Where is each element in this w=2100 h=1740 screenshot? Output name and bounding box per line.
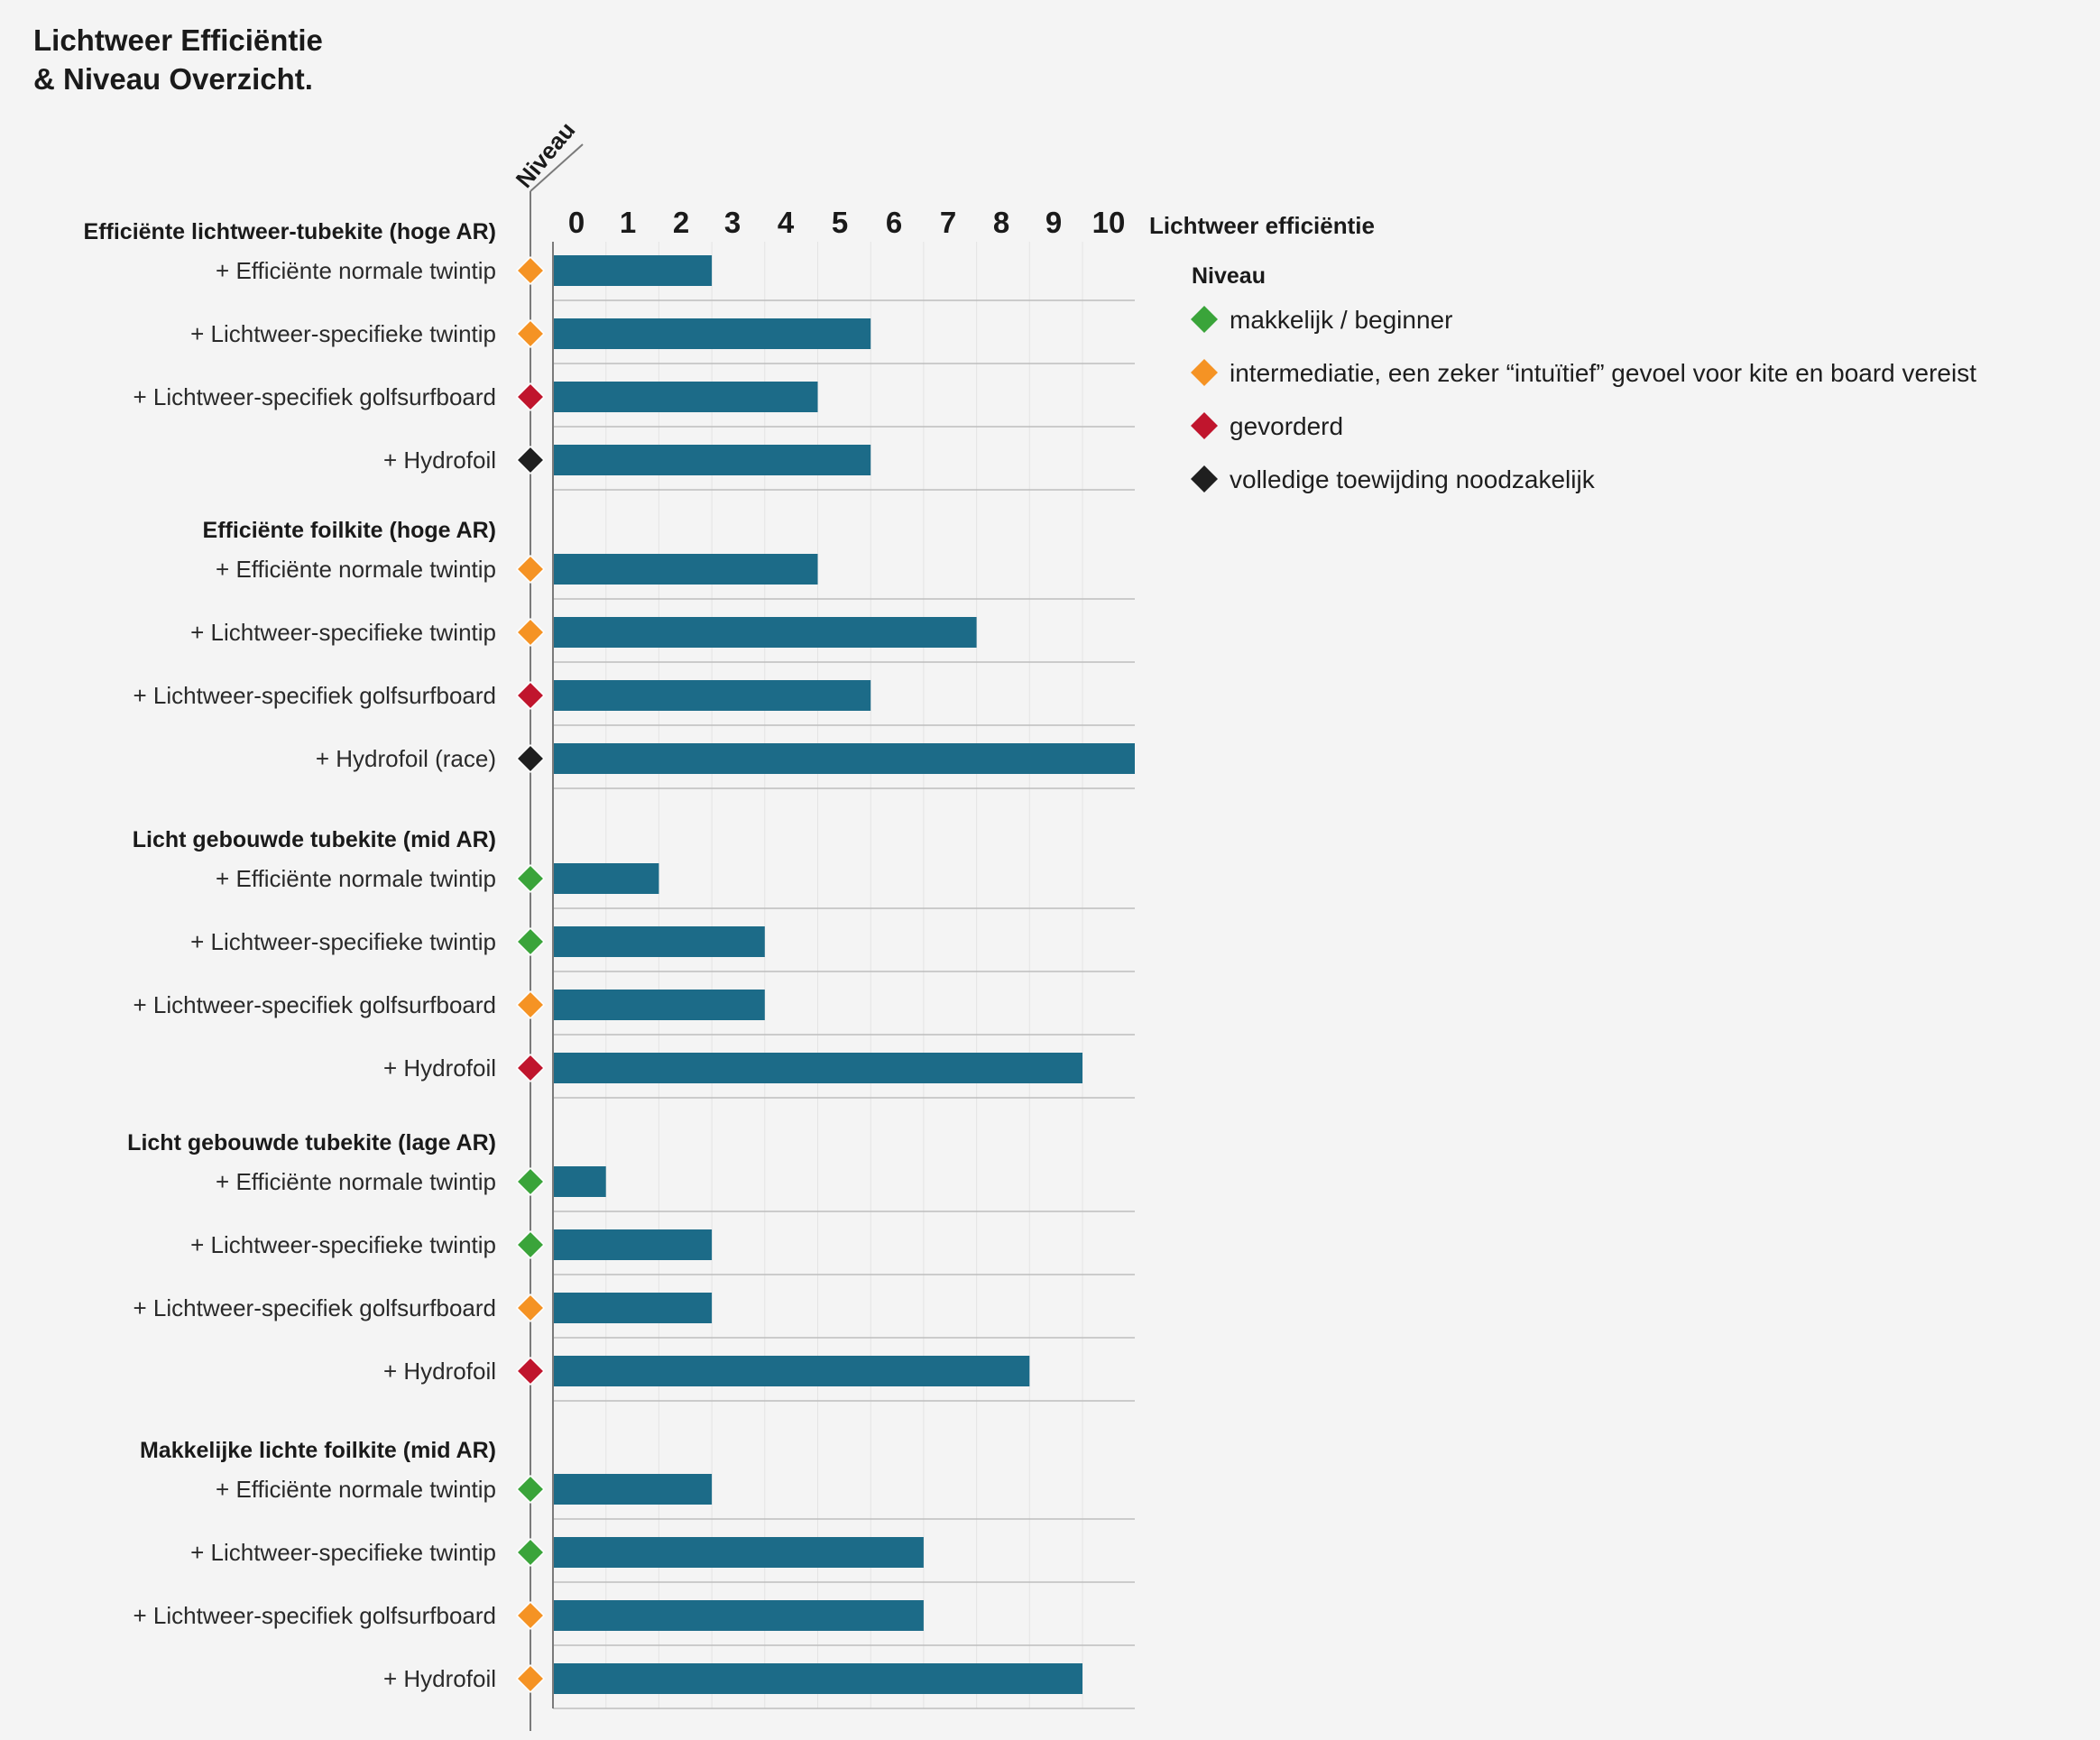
bar [553,990,765,1020]
bar [553,554,818,585]
bar [553,1166,606,1197]
bar [553,743,1135,774]
legend-diamond-icon [1191,465,1218,493]
grid-layer [552,242,1135,1709]
row-label: + Lichtweer-specifieke twintip [190,320,496,347]
level-diamond-icon [515,680,546,711]
x-tick-label: 1 [620,206,636,239]
row-label: + Hydrofoil [383,447,496,474]
level-diamond-icon [515,617,546,648]
row-label: + Lichtweer-specifieke twintip [190,619,496,646]
level-diamond-icon [515,554,546,585]
row-label: + Efficiënte normale twintip [216,1168,496,1195]
level-diamond-icon [515,1474,546,1505]
level-diamond-icon [515,255,546,286]
x-tick-label: 5 [832,206,848,239]
row-label: + Efficiënte normale twintip [216,1476,496,1503]
level-diamond-icon [515,382,546,412]
level-diamond-icon [515,1293,546,1323]
bar [553,1537,924,1568]
bar [553,255,713,286]
x-tick-label: 10 [1092,206,1126,239]
legend-label: makkelijk / beginner [1230,306,1452,334]
level-diamond-icon [515,1663,546,1694]
level-diamond-icon [515,318,546,349]
chart-title-line-1: Lichtweer Efficiëntie [33,23,323,57]
row-label: + Efficiënte normale twintip [216,865,496,892]
bar [553,1663,1082,1694]
bar [553,1600,924,1631]
row-label: + Lichtweer-specifiek golfsurfboard [134,682,496,709]
level-diamond-icon [515,1229,546,1260]
level-diamond-icon [515,863,546,894]
group-title: Makkelijke lichte foilkite (mid AR) [140,1438,496,1463]
row-label: + Lichtweer-specifieke twintip [190,1231,496,1258]
legend: Niveau makkelijk / beginner intermediatie… [1191,263,1976,493]
level-diamond-icon [515,1537,546,1568]
chart-title-line-2: & Niveau Overzicht. [33,62,313,96]
row-label: + Efficiënte normale twintip [216,257,496,284]
bar [553,680,871,711]
level-diamond-icon [515,1166,546,1197]
markers-layer [515,255,546,1694]
level-diamond-icon [515,1356,546,1386]
row-label: + Hydrofoil [383,1665,496,1692]
bar [553,318,871,349]
bar [553,1356,1030,1386]
level-diamond-icon [515,445,546,475]
level-axis-cap [530,143,584,192]
legend-diamond-icon [1191,412,1218,439]
level-diamond-icon [515,1600,546,1631]
x-tick-label: 0 [568,206,585,239]
row-label: + Hydrofoil [383,1358,496,1385]
row-label: + Lichtweer-specifieke twintip [190,1539,496,1566]
legend-title: Niveau [1192,263,1266,289]
row-label: + Hydrofoil (race) [316,745,496,772]
x-tick-label: 6 [886,206,902,239]
level-diamond-icon [515,926,546,957]
group-title: Efficiënte foilkite (hoge AR) [203,518,496,543]
group-title: Licht gebouwde tubekite (lage AR) [127,1130,496,1155]
level-diamond-icon [515,990,546,1020]
x-axis-label: Lichtweer efficiëntie [1149,212,1375,239]
x-tick-label: 2 [673,206,689,239]
legend-label: gevorderd [1230,412,1343,440]
labels-layer: Efficiënte lichtweer-tubekite (hoge AR) +… [84,219,496,1692]
legend-diamond-icon [1191,306,1218,333]
row-label: + Lichtweer-specifiek golfsurfboard [134,1294,496,1321]
bar [553,926,765,957]
group-title: Licht gebouwde tubekite (mid AR) [133,827,496,852]
bar [553,1293,713,1323]
level-diamond-icon [515,743,546,774]
group-title: Efficiënte lichtweer-tubekite (hoge AR) [84,219,496,244]
x-tick-label: 3 [724,206,741,239]
x-tick-label: 7 [940,206,956,239]
row-label: + Lichtweer-specifiek golfsurfboard [134,991,496,1018]
row-label: + Lichtweer-specifieke twintip [190,928,496,955]
bar [553,617,977,648]
legend-diamond-icon [1191,359,1218,386]
bar [553,445,871,475]
bar [553,382,818,412]
level-diamond-icon [515,1053,546,1083]
row-label: + Hydrofoil [383,1054,496,1082]
bar [553,1229,713,1260]
x-tick-label: 8 [993,206,1009,239]
legend-label: volledige toewijding noodzakelijk [1230,465,1596,493]
row-label: + Lichtweer-specifiek golfsurfboard [134,1602,496,1629]
chart-title: Lichtweer Efficiëntie & Niveau Overzicht… [33,23,331,96]
row-label: + Efficiënte normale twintip [216,556,496,583]
bar [553,863,659,894]
x-tick-label: 9 [1045,206,1062,239]
bar [553,1053,1082,1083]
x-tick-label: 4 [778,206,795,239]
row-label: + Lichtweer-specifiek golfsurfboard [134,383,496,410]
bars-layer [553,255,1135,1694]
bar [553,1474,713,1505]
legend-label: intermediatie, een zeker “intuïtief” gev… [1230,359,1976,387]
